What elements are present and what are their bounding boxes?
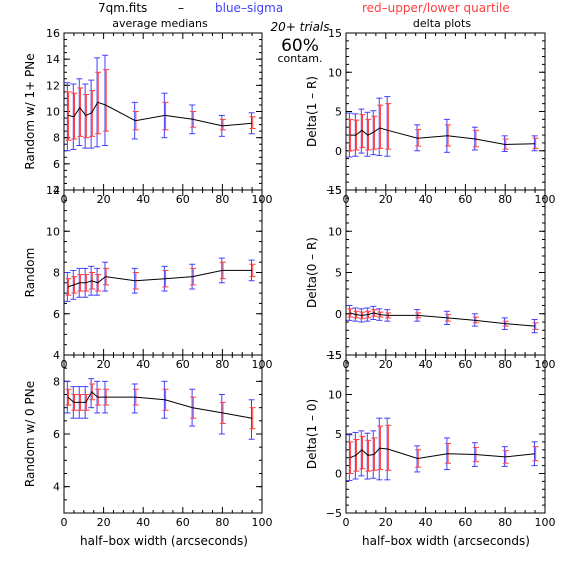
y-tick-label: 15 [328,27,342,40]
y-tick-label: 12 [46,184,60,197]
y-axis-label: Delta(1 – 0) [305,399,319,469]
header-quartile-label: red–upper/lower quartile [362,1,510,15]
y-tick-label: 12 [46,79,60,92]
y-tick-label: 10 [328,225,342,238]
x-tick-label: 20 [379,193,393,206]
median-line [349,312,536,327]
y-tick-label: 5 [335,267,342,280]
y-tick-label: 15 [328,184,342,197]
x-tick-label: 60 [176,193,190,206]
x-tick-label: 20 [97,516,111,529]
y-tick-label: 10 [328,389,342,402]
x-tick-label: 20 [97,358,111,371]
median-line [67,101,253,127]
x-tick-label: 40 [136,193,150,206]
x-tick-label: 0 [61,516,68,529]
x-tick-label: 60 [458,193,472,206]
y-axis-label: Random w/ 0 PNe [23,381,37,487]
x-tick-label: 80 [498,193,512,206]
x-tick-label: 60 [176,358,190,371]
plot-frame [345,189,546,356]
median-line [67,391,253,419]
contamination-label: contam. [277,52,322,65]
y-tick-label: 14 [46,53,60,66]
right-column-title: delta plots [413,17,471,30]
x-tick-label: 20 [379,358,393,371]
x-tick-label: 80 [215,358,229,371]
y-tick-label: 4 [53,349,60,362]
x-tick-label: 40 [136,516,150,529]
y-tick-label: 10 [328,66,342,79]
y-tick-label: −5 [326,184,342,197]
y-tick-label: 5 [335,428,342,441]
x-tick-label: 40 [419,516,433,529]
header-dash: – [178,1,184,15]
x-tick-label: 80 [215,516,229,529]
y-tick-label: 15 [328,349,342,362]
median-line [349,447,536,460]
panel-5: 0 20 40 60 80 100 4 6 8 Random w/ 0 PNe [23,354,273,529]
y-axis-label: Random [23,248,37,298]
y-tick-label: 6 [53,428,60,441]
plot-frame [345,354,546,514]
y-tick-label: 8 [53,132,60,145]
x-tick-label: 100 [535,516,556,529]
median-line [67,269,253,288]
y-tick-label: 0 [335,468,342,481]
x-tick-label: 80 [498,358,512,371]
y-tick-label: 6 [53,308,60,321]
x-tick-label: 100 [252,516,273,529]
y-tick-label: 6 [53,158,60,171]
x-tick-label: 60 [458,358,472,371]
y-tick-label: 4 [53,481,60,494]
trials-note: 20+ trials [270,20,329,34]
x-tick-label: 40 [419,193,433,206]
header-file-label: 7qm.fits [98,1,147,15]
x-tick-label: 20 [97,193,111,206]
plot-frame [345,32,546,191]
y-tick-label: 10 [46,225,60,238]
y-tick-label: 10 [46,106,60,119]
y-tick-label: 4 [53,184,60,197]
x-axis-label-right: half–box width (arcseconds) [362,534,530,548]
x-tick-label: 40 [419,358,433,371]
x-tick-label: 20 [379,516,393,529]
plot-frame [63,32,263,191]
x-axis-label-left: half–box width (arcseconds) [80,534,248,548]
left-column-title: average medians [112,17,208,30]
y-tick-label: 0 [335,145,342,158]
x-tick-label: 80 [498,516,512,529]
y-tick-label: 0 [335,308,342,321]
x-tick-label: 60 [176,516,190,529]
y-tick-label: 5 [335,106,342,119]
median-line [350,127,536,146]
x-tick-label: 0 [343,516,350,529]
y-tick-label: 16 [46,27,60,40]
x-tick-label: 60 [458,516,472,529]
x-tick-label: 40 [136,358,150,371]
y-axis-label: Random w/ 1+ PNe [23,53,37,169]
y-tick-label: 8 [53,267,60,280]
y-tick-label: −5 [326,507,342,520]
y-axis-label: Delta(0 – R) [305,237,319,308]
header-sigma-label: blue–sigma [215,1,283,15]
y-axis-label: Delta(1 – R) [305,76,319,147]
y-tick-label: 8 [53,375,60,388]
contamination-percent: 60% [281,36,319,56]
y-tick-label: −5 [326,349,342,362]
x-tick-label: 80 [215,193,229,206]
